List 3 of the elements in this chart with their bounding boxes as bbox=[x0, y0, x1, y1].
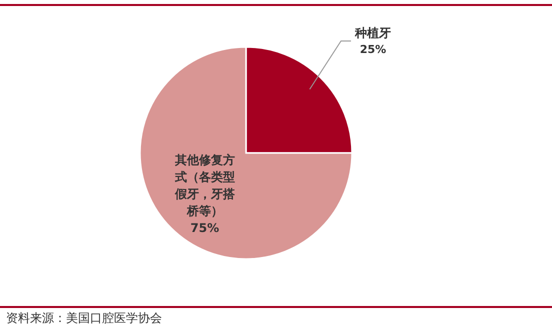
data-label: 25% bbox=[360, 43, 386, 56]
annotation: 资料来源：美国口腔医学协会 bbox=[6, 311, 162, 325]
slice-label: 种植牙 bbox=[354, 26, 391, 40]
